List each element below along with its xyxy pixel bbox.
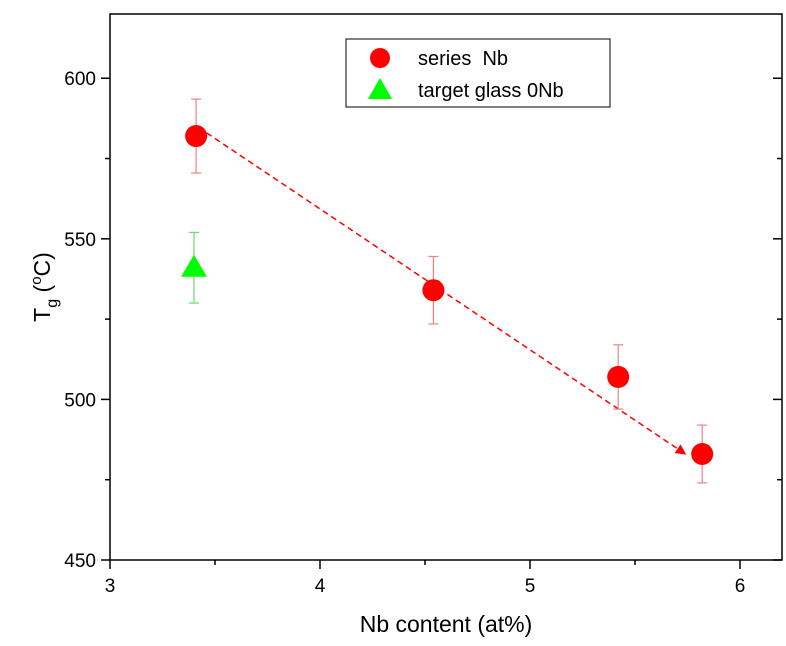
y-axis-title-unit-sup: o [28, 276, 45, 284]
data-point [691, 443, 714, 466]
plot-frame [109, 13, 783, 561]
y-axis-title-unit-open: ( [29, 284, 55, 298]
y-tick-label: 500 [64, 390, 96, 411]
data-point [185, 125, 208, 148]
y-tick-label: 550 [64, 230, 96, 251]
y-axis-title-sub: g [44, 299, 61, 308]
x-tick-label: 4 [315, 576, 326, 597]
y-axis-title-main: T [29, 308, 55, 322]
legend-marker-target-glass [368, 78, 392, 99]
x-tick-label: 3 [105, 576, 116, 597]
y-tick-label: 450 [64, 551, 96, 572]
x-axis-title: Nb content (at%) [360, 611, 533, 637]
y-tick-label: 600 [64, 69, 96, 90]
trend-arrow-layer [206, 132, 687, 455]
legend-label-series-nb: series Nb [418, 48, 508, 70]
legend: series Nb target glass 0Nb [345, 38, 611, 108]
legend-label-target-glass: target glass 0Nb [418, 80, 564, 102]
y-axis-title: Tg (oC) [28, 252, 61, 322]
y-axis-ticks: 450 500 550 600 [64, 69, 782, 572]
data-point [422, 279, 445, 302]
legend-marker-series-nb [370, 48, 390, 68]
data-markers [181, 125, 714, 466]
data-point-triangle [181, 254, 207, 277]
y-axis-title-unit-rest: C) [29, 252, 55, 276]
x-tick-label: 5 [525, 576, 536, 597]
error-bars [189, 98, 708, 484]
trend-arrow [206, 132, 687, 455]
x-axis-ticks: 3 4 5 6 [105, 560, 746, 597]
x-tick-label: 6 [735, 576, 746, 597]
data-point [607, 365, 630, 388]
